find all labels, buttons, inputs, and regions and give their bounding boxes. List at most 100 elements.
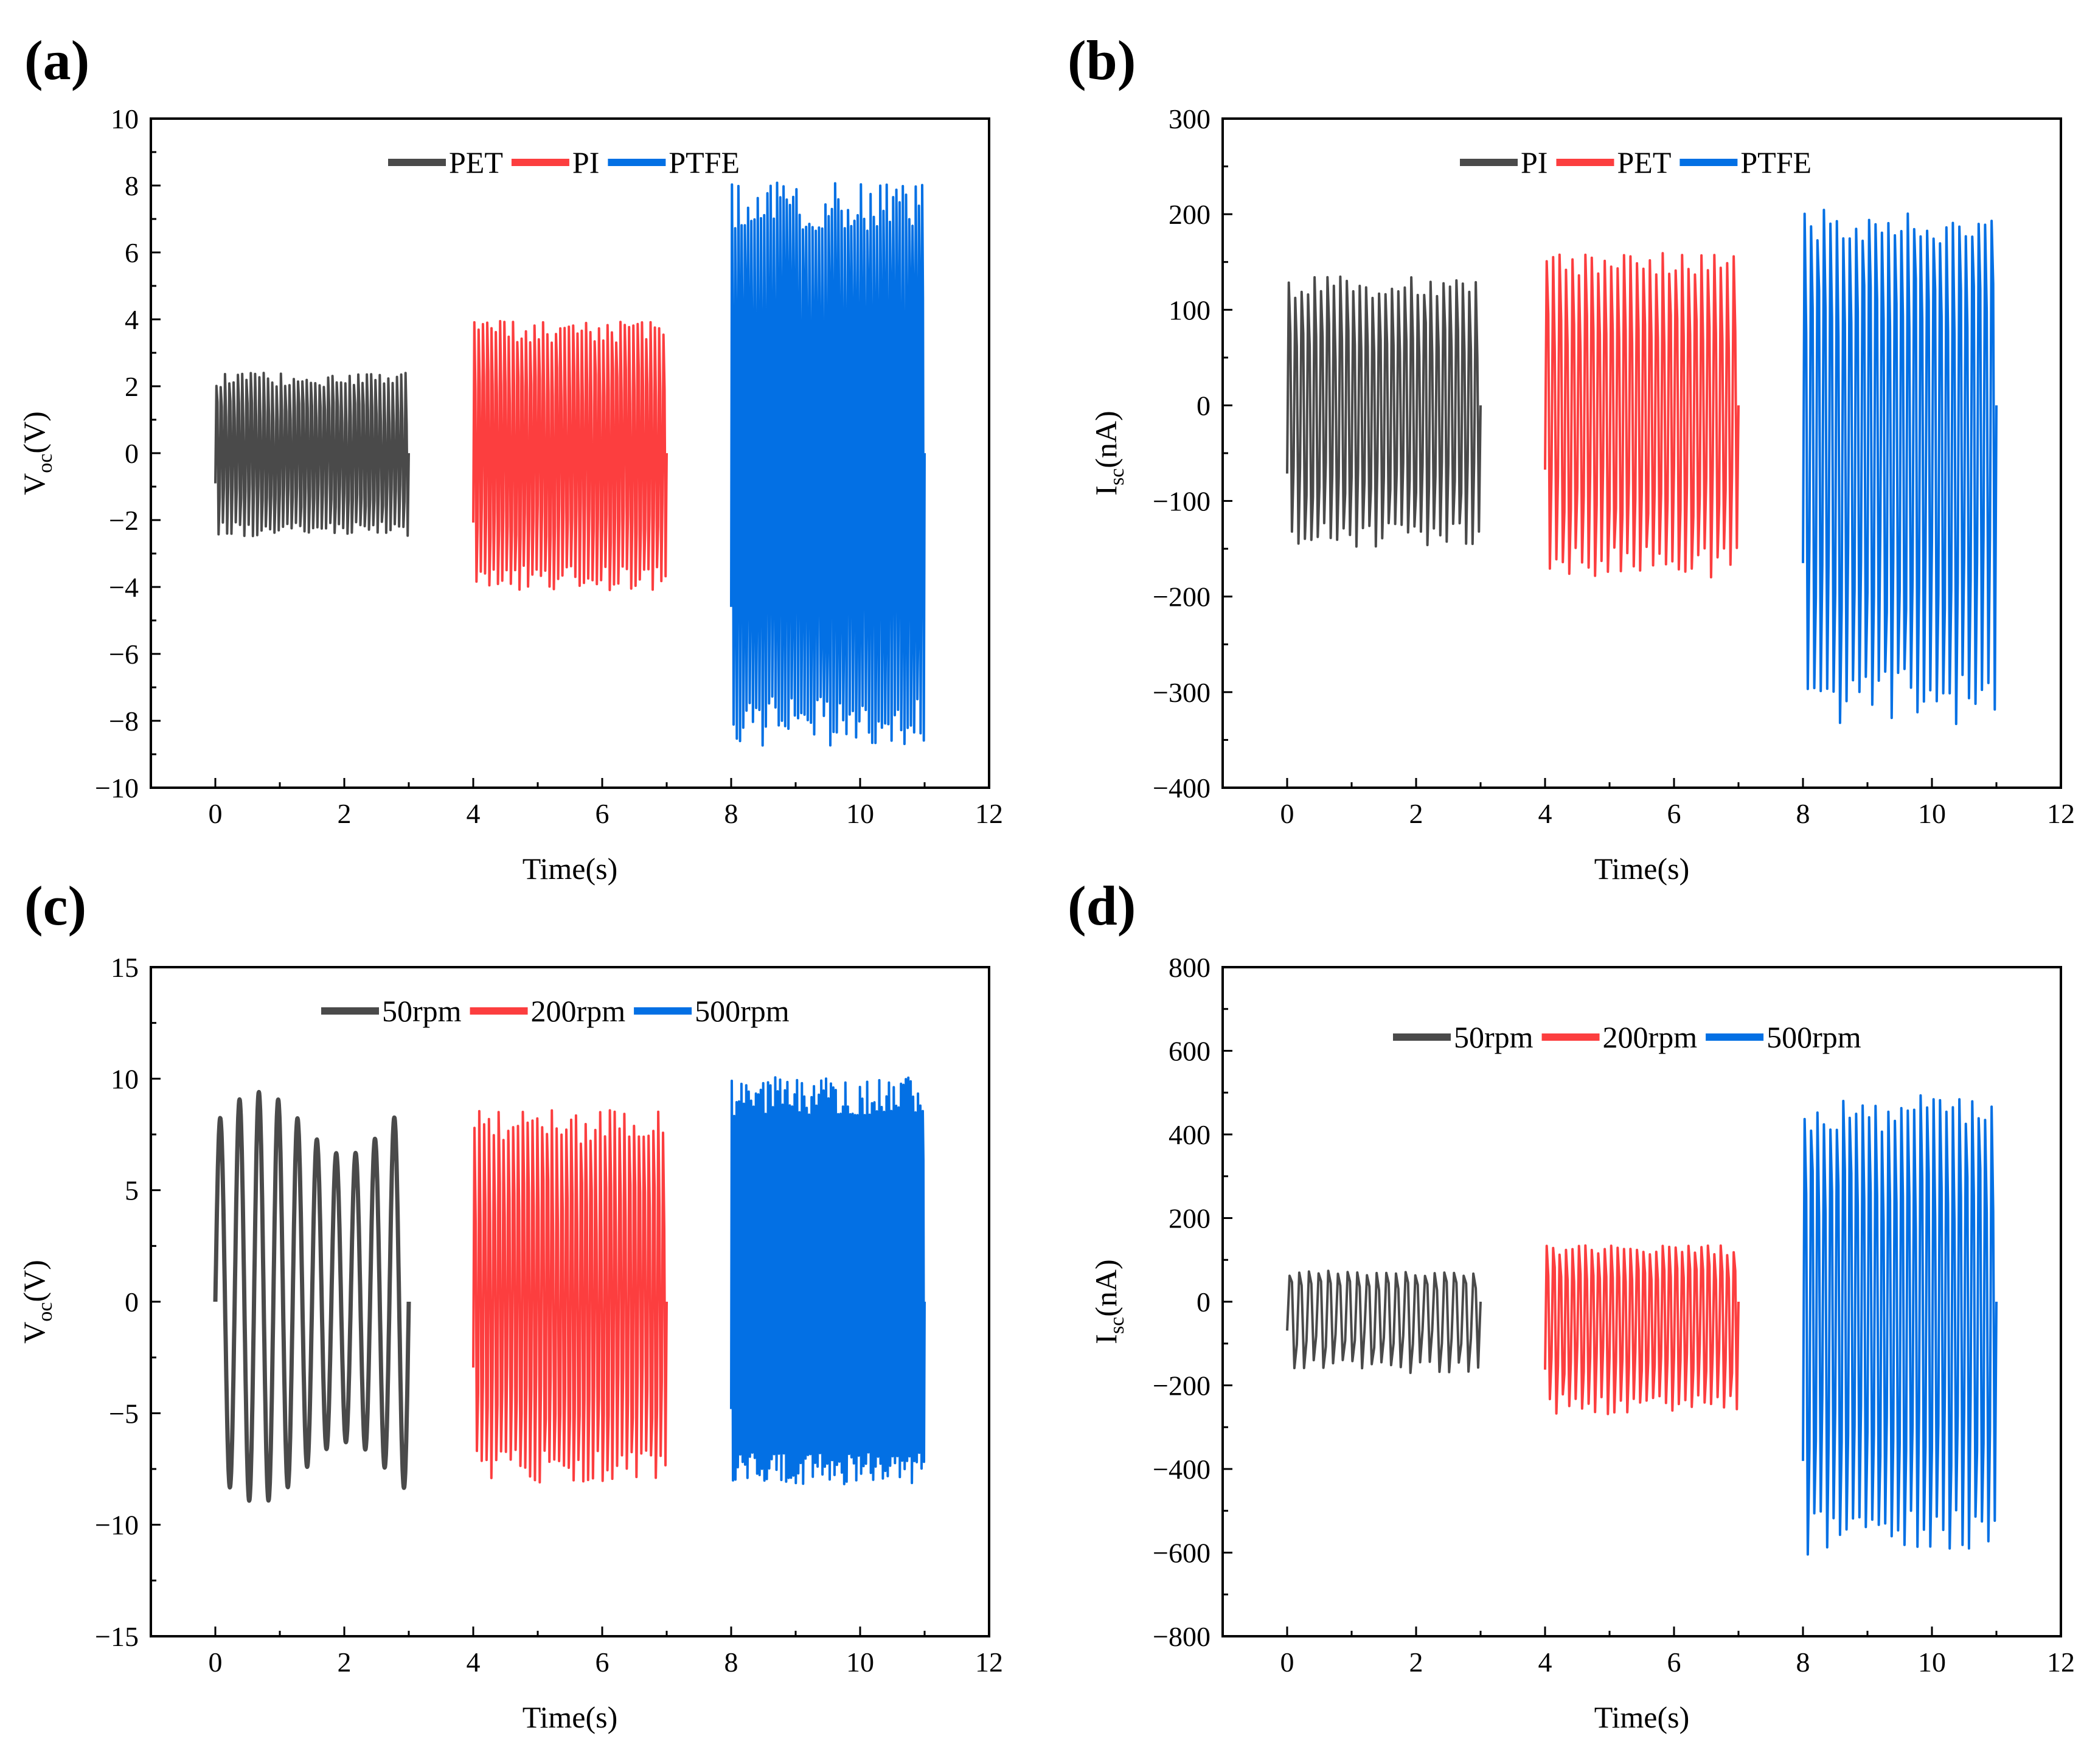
x-tick-label: 2 bbox=[338, 798, 352, 829]
series-line-50rpm bbox=[1286, 1269, 1482, 1374]
panel-label-a: (a) bbox=[24, 29, 89, 91]
y-tick-label: −10 bbox=[95, 773, 139, 804]
panel-b: (b) 0 2 4 6 8 10 12 −400 −300 −200 −100 0 100 200 300 T… bbox=[1068, 29, 2075, 886]
legend-label-50rpm: 50rpm bbox=[382, 994, 462, 1028]
y-tick-label: −400 bbox=[1153, 1454, 1211, 1485]
x-tick-label: 6 bbox=[596, 1647, 610, 1678]
x-tick-label: 2 bbox=[338, 1647, 352, 1678]
y-tick-label: 10 bbox=[111, 103, 139, 134]
x-tick-label: 12 bbox=[975, 798, 1003, 829]
x-tick-label: 4 bbox=[467, 798, 481, 829]
series-line-pet bbox=[1544, 252, 1740, 578]
x-tick-label: 12 bbox=[2047, 1647, 2075, 1678]
legend-label-pi: PI bbox=[572, 145, 599, 179]
series-line-200rpm bbox=[472, 1109, 668, 1484]
y-axis-title: Voc(V) bbox=[17, 1260, 57, 1344]
y-tick-label: −200 bbox=[1153, 1370, 1211, 1401]
y-tick-label: −200 bbox=[1153, 582, 1211, 613]
y-tick-label: 6 bbox=[125, 237, 139, 268]
legend: PET PI PTFE bbox=[388, 145, 740, 179]
y-tick-label: 200 bbox=[1169, 1203, 1211, 1234]
y-tick-label: −300 bbox=[1153, 677, 1211, 708]
y-tick-label: 200 bbox=[1169, 199, 1211, 230]
legend-label-50rpm: 50rpm bbox=[1454, 1020, 1534, 1054]
legend-label-ptfe: PTFE bbox=[1740, 145, 1811, 179]
y-tick-label: 5 bbox=[125, 1175, 139, 1206]
x-axis-title: Time(s) bbox=[523, 1700, 618, 1734]
x-tick-label: 6 bbox=[1667, 1647, 1681, 1678]
x-tick-label: 10 bbox=[1918, 1647, 1946, 1678]
y-tick-label: 0 bbox=[1197, 390, 1211, 421]
x-tick-label: 6 bbox=[1667, 798, 1681, 829]
y-tick-label: 2 bbox=[125, 371, 139, 402]
y-tick-label: 4 bbox=[125, 304, 139, 335]
x-tick-label: 10 bbox=[1918, 798, 1946, 829]
x-axis-title: Time(s) bbox=[1594, 1700, 1690, 1734]
panel-a: (a) 0 2 4 6 8 10 12 −10 −8 −6 −4 −2 0 2 4 6 8 10 Time(s) Vo… bbox=[17, 29, 1003, 886]
x-tick-label: 12 bbox=[2047, 798, 2075, 829]
y-tick-label: −600 bbox=[1153, 1538, 1211, 1569]
panel-label-d: (d) bbox=[1068, 875, 1136, 937]
x-tick-label: 4 bbox=[467, 1647, 481, 1678]
legend: 50rpm 200rpm 500rpm bbox=[1393, 1020, 1861, 1054]
y-tick-label: −10 bbox=[95, 1510, 139, 1541]
legend: 50rpm 200rpm 500rpm bbox=[321, 994, 790, 1028]
y-tick-label: 0 bbox=[125, 1287, 139, 1318]
legend-label-pet: PET bbox=[1617, 145, 1671, 179]
y-tick-label: −400 bbox=[1153, 773, 1211, 804]
y-tick-label: −15 bbox=[95, 1621, 139, 1652]
legend-label-ptfe: PTFE bbox=[669, 145, 740, 179]
x-tick-label: 0 bbox=[1280, 798, 1294, 829]
y-tick-label: 0 bbox=[125, 438, 139, 469]
series-line-pet bbox=[214, 372, 410, 538]
y-tick-label: 15 bbox=[111, 952, 139, 983]
y-tick-label: −5 bbox=[109, 1398, 139, 1429]
x-tick-label: 8 bbox=[724, 798, 738, 829]
x-tick-label: 8 bbox=[1796, 798, 1810, 829]
x-tick-label: 8 bbox=[724, 1647, 738, 1678]
y-tick-label: −8 bbox=[109, 706, 139, 737]
y-tick-label: −4 bbox=[109, 572, 139, 603]
x-tick-label: 0 bbox=[209, 798, 223, 829]
x-tick-label: 10 bbox=[846, 798, 874, 829]
x-tick-label: 12 bbox=[975, 1647, 1003, 1678]
series-traces bbox=[214, 181, 926, 747]
y-tick-label: −100 bbox=[1153, 486, 1211, 517]
y-axis-title: Voc(V) bbox=[17, 411, 57, 495]
x-tick-label: 2 bbox=[1409, 1647, 1423, 1678]
series-line-ptfe bbox=[1802, 209, 1998, 726]
series-traces bbox=[213, 1076, 926, 1503]
legend-label-200rpm: 200rpm bbox=[531, 994, 626, 1028]
y-tick-label: −800 bbox=[1153, 1621, 1211, 1652]
x-tick-label: 6 bbox=[596, 798, 610, 829]
panel-d: (d) 0 2 4 6 8 10 12 −800 −600 −400 −200 0 200 400 600 8… bbox=[1068, 875, 2075, 1734]
series-line-500rpm bbox=[1802, 1094, 1998, 1556]
y-tick-label: −2 bbox=[109, 505, 139, 536]
y-tick-label: 800 bbox=[1169, 952, 1211, 983]
y-axis-title: Isc(nA) bbox=[1089, 1259, 1128, 1344]
y-tick-label: −6 bbox=[109, 639, 139, 670]
legend-label-500rpm: 500rpm bbox=[695, 994, 790, 1028]
x-tick-label: 4 bbox=[1538, 1647, 1552, 1678]
x-axis-title: Time(s) bbox=[1594, 852, 1690, 886]
y-tick-label: 10 bbox=[111, 1063, 139, 1094]
x-tick-label: 0 bbox=[209, 1647, 223, 1678]
series-line-500rpm bbox=[730, 1076, 926, 1485]
legend: PI PET PTFE bbox=[1460, 145, 1811, 179]
panel-label-b: (b) bbox=[1068, 29, 1136, 91]
y-tick-label: 8 bbox=[125, 170, 139, 201]
x-tick-label: 10 bbox=[846, 1647, 874, 1678]
panel-label-c: (c) bbox=[24, 875, 86, 937]
x-tick-label: 4 bbox=[1538, 798, 1552, 829]
y-axis-title: Isc(nA) bbox=[1089, 411, 1128, 495]
series-line-50rpm bbox=[213, 1089, 411, 1503]
series-line-ptfe bbox=[730, 181, 926, 747]
legend-label-pet: PET bbox=[449, 145, 503, 179]
series-line-200rpm bbox=[1544, 1244, 1740, 1415]
legend-label-pi: PI bbox=[1521, 145, 1547, 179]
y-tick-label: 400 bbox=[1169, 1119, 1211, 1150]
x-tick-label: 0 bbox=[1280, 1647, 1294, 1678]
series-traces bbox=[1286, 1094, 1998, 1556]
series-line-pi bbox=[472, 320, 668, 591]
